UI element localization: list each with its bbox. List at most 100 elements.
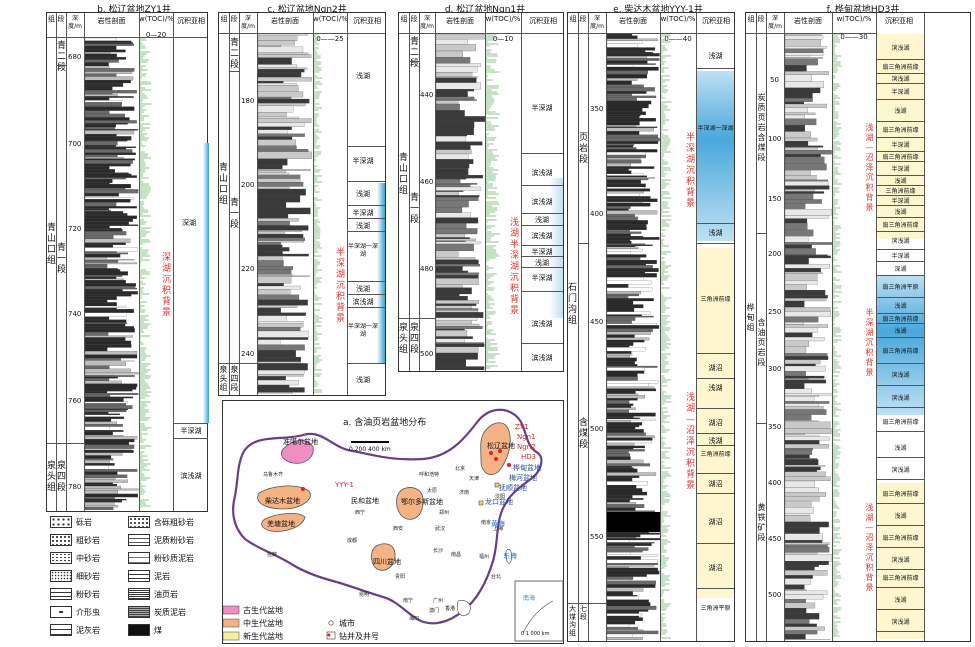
basin-junggar: 准噶尔盆地 bbox=[283, 438, 318, 446]
city-20: 南京 bbox=[481, 520, 492, 526]
legend-mesozoic: 中生代盆地 bbox=[243, 619, 283, 628]
legend-well: 钻井及井号 bbox=[339, 632, 379, 641]
basin-meihe: 梅河盆地 bbox=[509, 474, 537, 482]
facies-c-4: 浅湖 bbox=[356, 222, 370, 230]
basin-songliao: 松辽盆地 bbox=[487, 442, 515, 450]
facies-c-1: 半深湖 bbox=[352, 157, 374, 165]
panel-b-background-label: 深湖沉积背景 bbox=[161, 253, 171, 318]
facies-f-lower-6: 扇三角洲前缘 bbox=[882, 535, 919, 542]
facies-f-lower-4: 扇三角洲前缘 bbox=[882, 491, 919, 498]
facies-e-8: 三角洲前缘 bbox=[700, 451, 731, 458]
city-15: 贵阳 bbox=[395, 574, 406, 580]
facies-d-4: 滨浅湖 bbox=[531, 232, 553, 240]
unit-quantou: 泉头组 bbox=[46, 461, 56, 493]
city-13: 昆明 bbox=[359, 592, 370, 598]
well-yyy1: YYY-1 bbox=[335, 481, 354, 489]
facies-semi-deep: 半深湖 bbox=[180, 427, 202, 435]
unit-qing2: 青二段 bbox=[409, 37, 419, 69]
facies-c-7: 滨浅湖 bbox=[352, 298, 374, 306]
depth-150: 150 bbox=[768, 195, 782, 203]
facies-f-yellow-bottom bbox=[877, 483, 924, 639]
facies-d-9: 滨浅湖 bbox=[531, 354, 553, 362]
depth-700: 700 bbox=[68, 140, 82, 148]
header-facies: 沉积亚相 bbox=[353, 17, 381, 25]
legend-label-right-3: 泥岩 bbox=[154, 572, 170, 581]
facies-f-lower-9: 浅湖 bbox=[894, 597, 907, 604]
depth-300: 300 bbox=[768, 365, 782, 373]
header-toc: w(TOC)/% bbox=[836, 15, 872, 23]
depth-740: 740 bbox=[68, 310, 82, 318]
basin-minhe: 民和盆地 bbox=[351, 497, 379, 505]
unit-qing2: 青二段 bbox=[56, 41, 66, 73]
city-3: 天津 bbox=[469, 476, 480, 482]
sea-nanhai: 南海 bbox=[523, 595, 536, 602]
header-facies: 沉积亚相 bbox=[529, 17, 557, 25]
facies-c-8: 半深湖一深湖 bbox=[348, 323, 378, 338]
legend-swatch-left-1 bbox=[50, 534, 72, 546]
legend-label-left-4: 粉砂岩 bbox=[76, 590, 100, 599]
panel-f-toc-curve bbox=[833, 34, 842, 639]
legend-label-left-0: 砾岩 bbox=[76, 518, 92, 527]
facies-c-3: 半深湖 bbox=[352, 209, 374, 217]
legend-label-right-6: 煤 bbox=[154, 626, 162, 635]
map-scale: 0 200 400 km bbox=[349, 446, 391, 453]
facies-e-9: 湖沼 bbox=[708, 480, 723, 488]
basin-fushun: 抚顺盆地 bbox=[499, 484, 527, 492]
facies-d-0: 半深湖 bbox=[531, 104, 553, 112]
facies-e-3: 三角洲前缘 bbox=[700, 296, 731, 303]
facies-e-11: 湖沼 bbox=[708, 564, 723, 572]
facies-d-8: 滨浅湖 bbox=[531, 320, 553, 328]
unit-quantou: 泉头组 bbox=[398, 323, 408, 355]
facies-f-blue bbox=[877, 275, 924, 415]
panel-c-toc-curve bbox=[314, 34, 323, 393]
legend-label-right-2: 粉砂质泥岩 bbox=[154, 554, 194, 563]
facies-c-2: 浅湖 bbox=[356, 190, 370, 198]
toc-scale: 0—20 bbox=[145, 31, 167, 39]
unit-qing1: 青一段 bbox=[56, 243, 66, 275]
depth-460: 460 bbox=[420, 178, 434, 186]
depth-220: 220 bbox=[241, 265, 255, 273]
panel-d: 组 段 深度/m 岩性剖面 w(TOC)/% 0—10 沉积亚相 半深湖 滨浅湖… bbox=[398, 12, 564, 372]
legend-swatch-left-6 bbox=[50, 624, 72, 636]
unit-coal-member: 含煤段 bbox=[578, 418, 588, 450]
depth-200: 200 bbox=[768, 250, 782, 258]
legend-swatch-left-4 bbox=[50, 588, 72, 600]
facies-f-lower-0: 滨浅湖 bbox=[891, 395, 910, 402]
city-17: 西宁 bbox=[355, 510, 366, 516]
depth-200: 200 bbox=[241, 181, 255, 189]
well-hd3: HD3 bbox=[521, 453, 537, 461]
city-6: 武汉 bbox=[435, 526, 446, 532]
legend-label-right-5: 炭质泥岩 bbox=[154, 608, 186, 617]
facies-f-6: 半深湖 bbox=[891, 142, 910, 149]
basin-longkou: 龙口盆地 bbox=[485, 498, 513, 506]
depth-760: 760 bbox=[68, 397, 82, 405]
panel-e-lithology bbox=[607, 34, 660, 640]
toc-scale: 0——25 bbox=[316, 35, 344, 43]
facies-f-22: 滨浅湖 bbox=[891, 372, 910, 379]
city-0: 乌鲁木齐 bbox=[263, 472, 284, 478]
unit-huadian: 桦甸组 bbox=[746, 303, 755, 332]
header-facies: 沉积亚相 bbox=[177, 17, 205, 25]
city-16: 西安 bbox=[393, 526, 404, 532]
china-outline bbox=[223, 408, 564, 642]
unit-shimengou: 石门沟组 bbox=[567, 283, 577, 326]
facies-f-10: 三角洲前缘 bbox=[885, 188, 916, 195]
depth-500: 500 bbox=[420, 350, 434, 358]
header-litho: 岩性剖面 bbox=[619, 17, 647, 25]
depth-720: 720 bbox=[68, 225, 82, 233]
unit-dameigou: 大煤沟组 bbox=[569, 605, 576, 637]
legend-swatch-left-2 bbox=[50, 552, 72, 564]
panel-e-background-2: 浅湖—沼泽沉积背景 bbox=[685, 393, 695, 491]
facies-e-1: 半深湖一深湖 bbox=[697, 125, 734, 132]
panel-e-toc-curve bbox=[661, 34, 672, 639]
panel-c-lithology bbox=[258, 34, 312, 394]
facies-d-7: 半深湖 bbox=[531, 274, 553, 282]
facies-f-lower-1: 扇三角洲前缘 bbox=[882, 419, 919, 426]
depth-780: 780 bbox=[68, 483, 82, 491]
unit-quan4: 泉四段 bbox=[409, 323, 419, 355]
depth-480: 480 bbox=[420, 265, 434, 273]
legend-swatch-right-5 bbox=[128, 606, 150, 618]
legend-label-right-4: 油页岩 bbox=[154, 590, 178, 599]
city-7: 长沙 bbox=[433, 548, 444, 554]
facies-e-0: 浅湖 bbox=[708, 52, 723, 60]
